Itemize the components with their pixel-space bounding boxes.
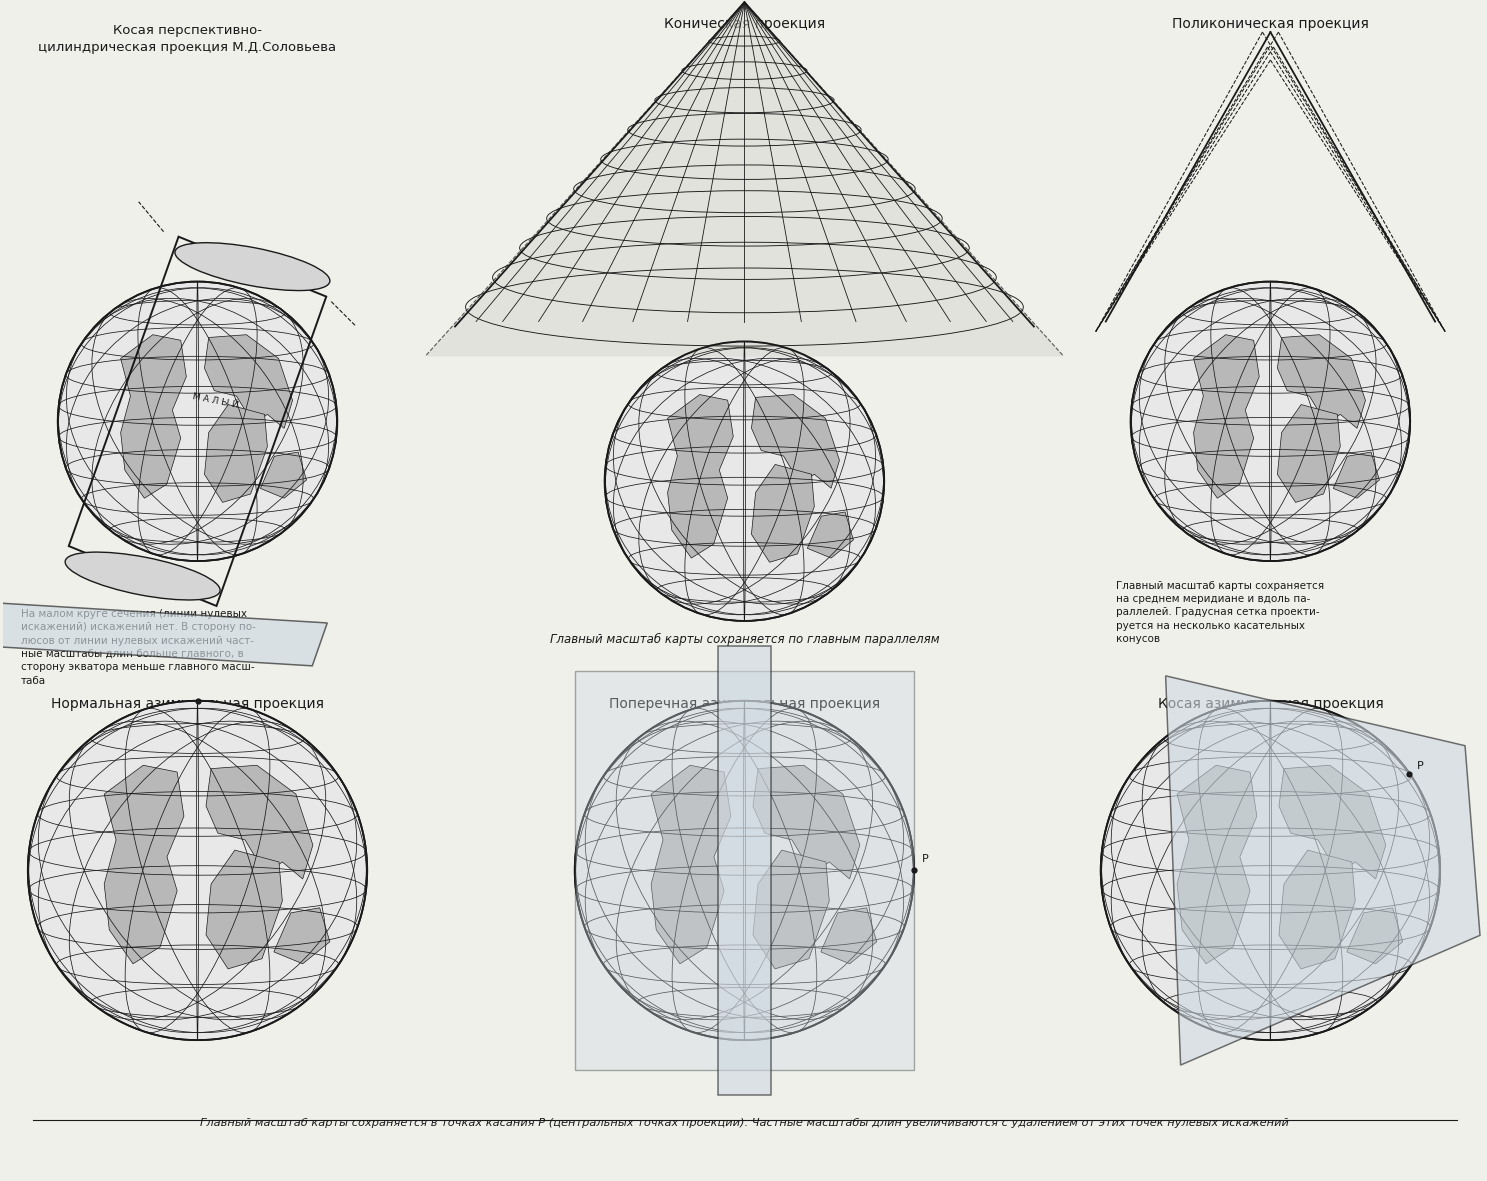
Polygon shape — [1166, 676, 1480, 1065]
Text: Главный масштаб карты сохраняется по главным параллелям: Главный масштаб карты сохраняется по гла… — [550, 633, 940, 646]
Text: Нормальная азимутальная проекция: Нормальная азимутальная проекция — [51, 697, 324, 711]
Text: Главный масштаб карты сохраняется
на среднем меридиане и вдоль па-
раллелей. Гра: Главный масштаб карты сохраняется на сре… — [1115, 581, 1323, 644]
Text: P: P — [922, 855, 929, 864]
Polygon shape — [425, 2, 1063, 357]
Polygon shape — [1279, 850, 1355, 968]
Circle shape — [58, 281, 338, 561]
Polygon shape — [205, 405, 268, 502]
Text: На малом круге сечения (линии нулевых
искажений) искажений нет. В сторону по-
лю: На малом круге сечения (линии нулевых ис… — [21, 609, 256, 686]
Text: М А Л Ы Й: М А Л Ы Й — [192, 392, 239, 410]
Polygon shape — [0, 603, 327, 666]
Polygon shape — [205, 334, 293, 429]
Polygon shape — [651, 765, 732, 964]
Text: Косая перспективно-
цилиндрическая проекция М.Д.Соловьева: Косая перспективно- цилиндрическая проек… — [39, 24, 336, 53]
Polygon shape — [821, 908, 877, 964]
Circle shape — [1100, 700, 1439, 1040]
Polygon shape — [718, 646, 772, 1095]
Polygon shape — [751, 394, 840, 488]
Text: Поликоническая проекция: Поликоническая проекция — [1172, 17, 1370, 31]
Text: Главный масштаб карты сохраняется в точках касания Р (центральных точках проекци: Главный масштаб карты сохраняется в точк… — [201, 1118, 1289, 1128]
Circle shape — [575, 700, 915, 1040]
Circle shape — [1130, 281, 1410, 561]
Polygon shape — [274, 908, 330, 964]
Circle shape — [605, 341, 885, 621]
Polygon shape — [260, 452, 306, 498]
Polygon shape — [807, 511, 854, 559]
Circle shape — [28, 700, 367, 1040]
Polygon shape — [1334, 452, 1380, 498]
Polygon shape — [1178, 765, 1257, 964]
Text: Коническая проекция: Коническая проекция — [663, 17, 825, 31]
Polygon shape — [752, 765, 859, 879]
Text: Косая азимутальная проекция: Косая азимутальная проекция — [1157, 697, 1383, 711]
Polygon shape — [575, 671, 915, 1070]
Polygon shape — [1347, 908, 1402, 964]
Ellipse shape — [175, 243, 330, 291]
Polygon shape — [104, 765, 184, 964]
Polygon shape — [207, 850, 283, 968]
Polygon shape — [207, 765, 312, 879]
Polygon shape — [1277, 405, 1340, 502]
Polygon shape — [1279, 765, 1386, 879]
Ellipse shape — [65, 552, 220, 600]
Polygon shape — [1277, 334, 1365, 429]
Text: P: P — [1417, 761, 1425, 771]
Polygon shape — [668, 394, 733, 559]
Polygon shape — [752, 850, 830, 968]
Polygon shape — [751, 464, 815, 562]
Text: Поперечная азимутальная проекция: Поперечная азимутальная проекция — [608, 697, 880, 711]
Polygon shape — [1194, 334, 1259, 498]
Polygon shape — [120, 334, 186, 498]
